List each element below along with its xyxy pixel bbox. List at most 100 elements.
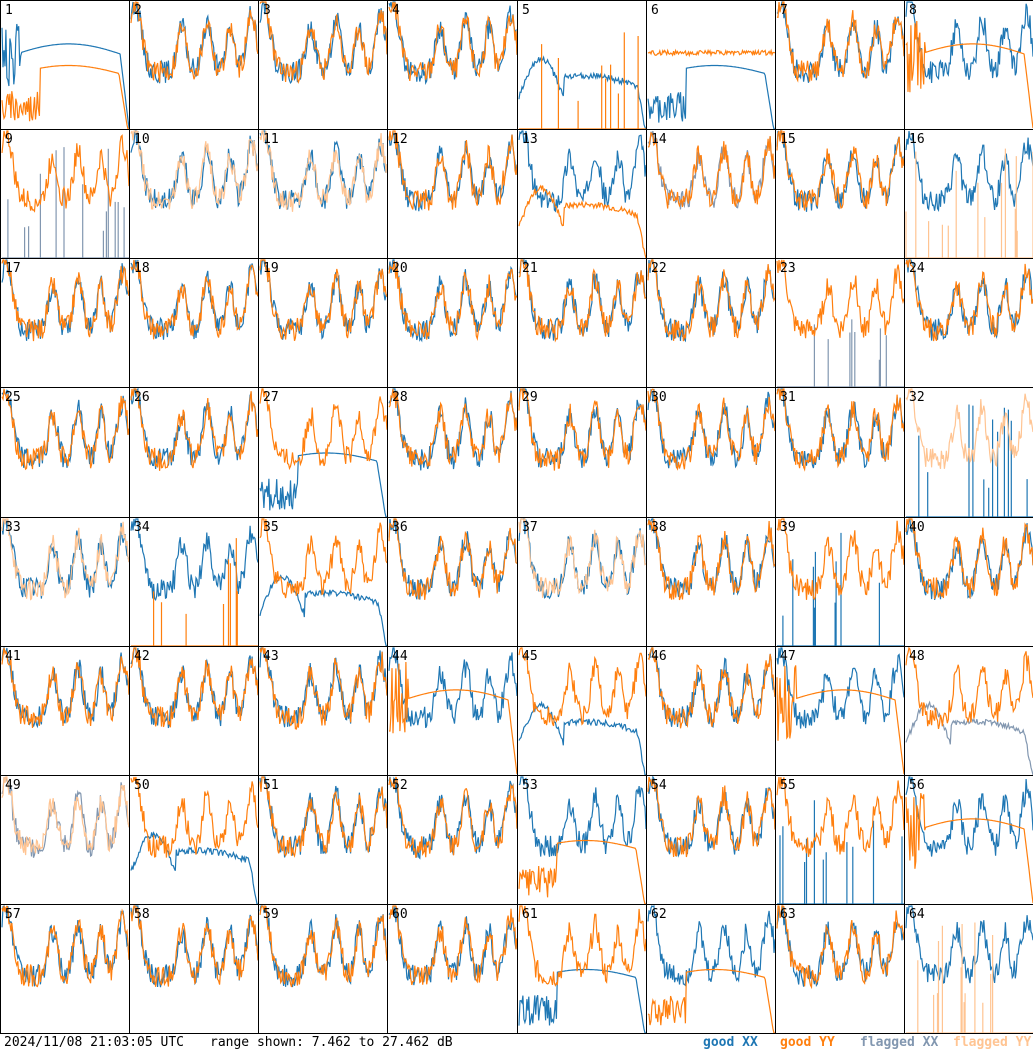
panel-label: 13 — [522, 132, 538, 147]
panel-plot — [1, 23, 129, 129]
panel-23: 23 — [775, 258, 905, 388]
panel-plot — [905, 518, 1033, 600]
panel-34: 34 — [129, 517, 259, 647]
panel-label: 8 — [909, 3, 917, 18]
range-text: range shown: 7.462 to 27.462 dB — [210, 1035, 453, 1050]
series-good-yy — [776, 130, 904, 211]
panel-38: 38 — [646, 517, 776, 647]
footer: 2024/11/08 21:03:05 UTC range shown: 7.4… — [0, 1033, 1033, 1053]
panel-plot — [130, 518, 258, 646]
panel-plot — [388, 388, 517, 471]
panel-plot — [1, 130, 129, 258]
panel-plot — [647, 48, 775, 129]
series-good-yy — [1, 259, 129, 342]
panel-label: 17 — [5, 261, 21, 276]
panel-plot — [259, 905, 387, 988]
panel-plot — [518, 905, 646, 1033]
panel-label: 48 — [909, 649, 925, 664]
series-good-yy — [776, 518, 904, 601]
panel-12: 12 — [387, 129, 518, 259]
panel-label: 63 — [780, 907, 796, 922]
panel-32: 32 — [904, 387, 1033, 518]
series-flagged-xx — [2, 147, 129, 258]
panel-label: 60 — [392, 907, 408, 922]
panel-label: 38 — [651, 520, 667, 535]
panel-plot — [518, 518, 646, 600]
panel-plot — [647, 388, 775, 471]
series-good-xx — [905, 776, 1033, 857]
series-good-yy — [647, 259, 775, 342]
panel-plot — [776, 1, 904, 83]
panel-plot — [905, 388, 1033, 517]
panel-label: 36 — [392, 520, 408, 535]
panel-plot — [776, 130, 904, 212]
series-good-xx — [259, 452, 387, 517]
series-good-yy — [905, 647, 1033, 730]
series-good-xx — [647, 64, 775, 129]
series-good-yy — [905, 259, 1033, 342]
panel-plot — [259, 130, 387, 212]
panel-42: 42 — [129, 646, 259, 776]
panel-label: 41 — [5, 649, 21, 664]
panel-47: 47 — [775, 646, 905, 776]
series-good-yy — [130, 776, 258, 858]
panel-label: 2 — [134, 3, 142, 18]
panel-label: 15 — [780, 132, 796, 147]
panel-plot — [647, 518, 775, 601]
series-flagged-yy — [1, 518, 129, 601]
series-flagged-yy — [130, 130, 258, 210]
series-good-yy — [259, 1, 387, 85]
series-good-yy — [259, 776, 387, 858]
panel-13: 13 — [517, 129, 647, 259]
panel-label: 57 — [5, 907, 21, 922]
panel-label: 42 — [134, 649, 150, 664]
series-good-yy — [518, 184, 646, 258]
panel-label: 16 — [909, 132, 925, 147]
series-good-yy — [776, 259, 904, 339]
panel-54: 54 — [646, 775, 776, 905]
panel-plot — [776, 776, 904, 904]
legend-flagged-xx: flagged XX — [860, 1035, 939, 1050]
panel-40: 40 — [904, 517, 1033, 647]
series-good-xx — [647, 905, 775, 987]
panel-plot — [388, 259, 517, 343]
panel-36: 36 — [387, 517, 518, 647]
series-good-yy — [518, 388, 646, 471]
panel-15: 15 — [775, 129, 905, 259]
series-flagged-yy — [905, 388, 1033, 469]
panel-label: 54 — [651, 778, 667, 793]
panel-39: 39 — [775, 517, 905, 647]
series-good-yy — [905, 518, 1033, 599]
series-good-xx — [130, 518, 258, 601]
panel-17: 17 — [0, 258, 130, 388]
panel-29: 29 — [517, 387, 647, 518]
series-good-yy — [388, 776, 517, 858]
panel-label: 47 — [780, 649, 796, 664]
panel-plot — [130, 647, 258, 729]
series-good-xx — [388, 388, 517, 471]
panel-label: 53 — [522, 778, 538, 793]
series-good-yy — [776, 776, 904, 857]
panel-48: 48 — [904, 646, 1033, 776]
panel-19: 19 — [258, 258, 388, 388]
panel-60: 60 — [387, 904, 518, 1034]
series-good-yy — [518, 905, 646, 987]
panel-plot — [776, 388, 904, 472]
panel-50: 50 — [129, 775, 259, 905]
series-good-yy — [388, 1, 517, 81]
panel-label: 3 — [263, 3, 271, 18]
panel-55: 55 — [775, 775, 905, 905]
panel-14: 14 — [646, 129, 776, 259]
series-good-xx — [905, 905, 1033, 984]
panel-label: 51 — [263, 778, 279, 793]
panel-label: 10 — [134, 132, 150, 147]
panel-56: 56 — [904, 775, 1033, 905]
panel-label: 46 — [651, 649, 667, 664]
panel-6: 6 — [646, 0, 776, 130]
panel-plot — [1, 388, 129, 471]
series-good-yy — [388, 130, 517, 211]
panel-plot — [130, 776, 258, 904]
series-good-yy — [388, 905, 517, 986]
panel-21: 21 — [517, 258, 647, 388]
series-good-yy — [259, 518, 387, 599]
